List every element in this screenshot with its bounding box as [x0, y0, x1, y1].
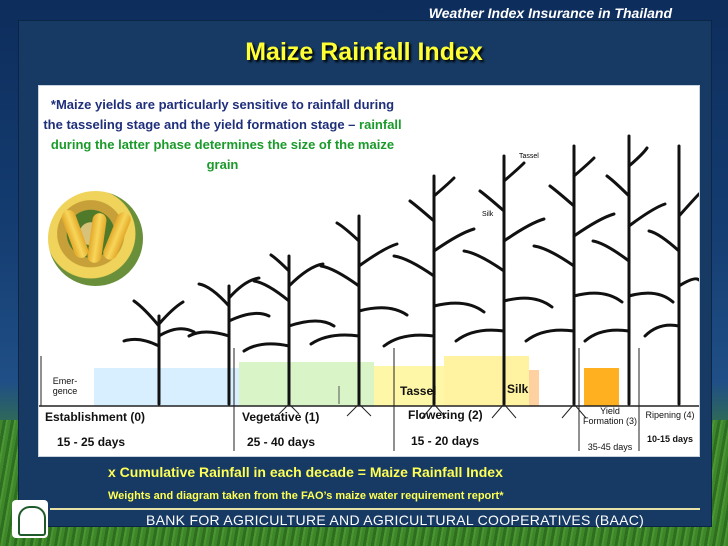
- silk-bar-label: Silk: [507, 382, 529, 396]
- baac-logo-icon: [12, 500, 48, 538]
- stage-flowering-days: 15 - 20 days: [411, 434, 480, 448]
- silk-marker-label: Silk: [482, 211, 494, 218]
- stage-ripening-days: 10-15 days: [646, 434, 694, 444]
- tassel-marker-label: Tassel: [519, 153, 539, 160]
- slide-title: Maize Rainfall Index: [245, 38, 483, 66]
- slide-subtitle: Weather Index Insurance in Thailand: [428, 5, 672, 21]
- stage-establishment-label: Establishment (0): [45, 410, 146, 424]
- vegetative-rain-bar: [239, 362, 374, 406]
- maize-plant-silhouettes: [122, 134, 701, 406]
- source-note: Weights and diagram taken from the FAO’s…: [108, 490, 504, 502]
- yield-rain-bar: [584, 368, 619, 406]
- bank-name: BANK FOR AGRICULTURE AND AGRICULTURAL CO…: [146, 512, 645, 528]
- stage-establishment-days: 15 - 25 days: [57, 435, 126, 449]
- note-highlight-text: rainfall during the latter phase determi…: [50, 117, 402, 172]
- yield-sensitivity-note: *Maize yields are particularly sensitive…: [40, 95, 405, 175]
- transition-rain-bar: [529, 370, 539, 406]
- stage-flowering-label: Flowering (2): [408, 408, 483, 422]
- maize-roots: [278, 403, 587, 419]
- emergence-label: Emer-gence: [52, 376, 78, 396]
- tassel-bar-label: Tassel: [400, 384, 436, 398]
- maize-growth-diagram: Tassel Silk Tassel Silk Emer-gence Estab…: [38, 85, 701, 457]
- index-formula: x Cumulative Rainfall in each decade = M…: [108, 464, 503, 480]
- growth-stages-svg: Tassel Silk Tassel Silk: [39, 134, 701, 451]
- stage-yield-days: 35-45 days: [587, 442, 633, 452]
- stage-vegetative-label: Vegetative (1): [242, 410, 320, 424]
- stage-yield-label: Yield Formation (3): [583, 406, 638, 426]
- silk-rain-bar: [444, 356, 529, 406]
- tassel-rain-bar: [374, 366, 444, 406]
- stage-vegetative-days: 25 - 40 days: [247, 435, 316, 449]
- establishment-rain-bar: [94, 368, 239, 406]
- maize-cobs-photo: [48, 191, 143, 286]
- footer-divider: [50, 508, 700, 510]
- stage-ripening-label: Ripening (4): [645, 410, 695, 420]
- note-main-text: *Maize yields are particularly sensitive…: [43, 97, 395, 132]
